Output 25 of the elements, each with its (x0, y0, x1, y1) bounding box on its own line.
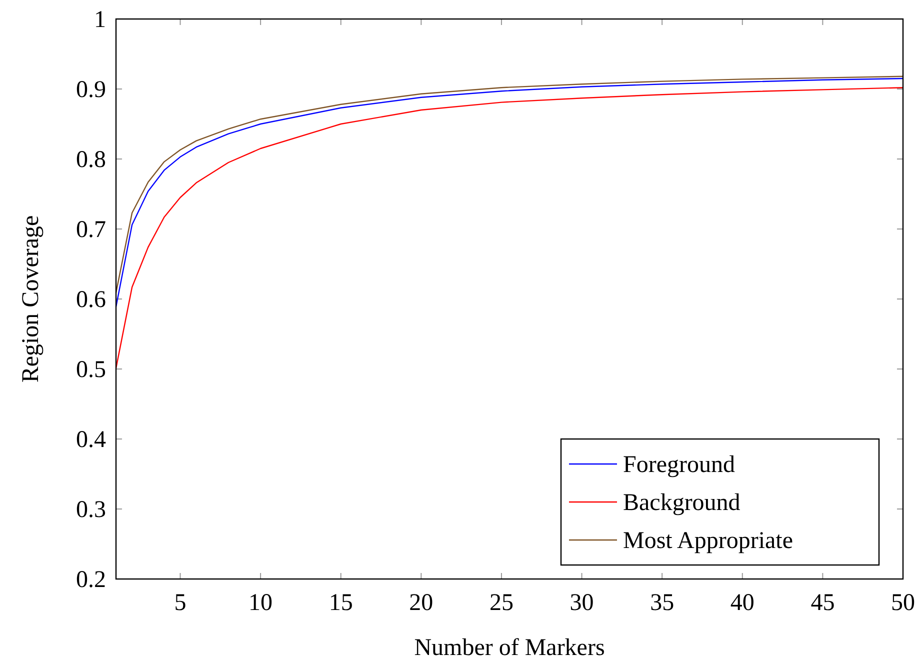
x-tick-label: 45 (810, 590, 835, 616)
x-tick-label: 30 (570, 590, 594, 616)
line-series (115, 87, 904, 369)
legend-label: Background (623, 490, 740, 516)
y-tick-label: 1 (94, 7, 106, 33)
y-axis-title: Region Coverage (18, 215, 44, 383)
x-tick-label: 50 (891, 590, 915, 616)
legend-label: Most Appropriate (623, 528, 793, 554)
y-tick-label: 0.4 (76, 427, 106, 453)
x-tick-label: 35 (650, 590, 674, 616)
x-tick-label: 15 (328, 590, 353, 616)
x-axis-title: Number of Markers (414, 635, 605, 661)
x-tick-label: 25 (489, 590, 514, 616)
x-tick-label: 10 (248, 590, 273, 616)
y-tick-label: 0.8 (76, 147, 106, 173)
y-tick-label: 0.7 (76, 217, 106, 243)
x-tick-label: 40 (730, 590, 754, 616)
y-tick-label: 0.5 (76, 357, 106, 383)
legend-label: Foreground (623, 452, 735, 478)
y-tick-label: 0.2 (76, 567, 106, 593)
x-tick-label: 20 (409, 590, 434, 616)
y-tick-label: 0.3 (76, 497, 106, 523)
y-tick-label: 0.9 (76, 77, 106, 103)
y-tick-label: 0.6 (76, 287, 106, 313)
x-tick-label: 5 (174, 590, 186, 616)
